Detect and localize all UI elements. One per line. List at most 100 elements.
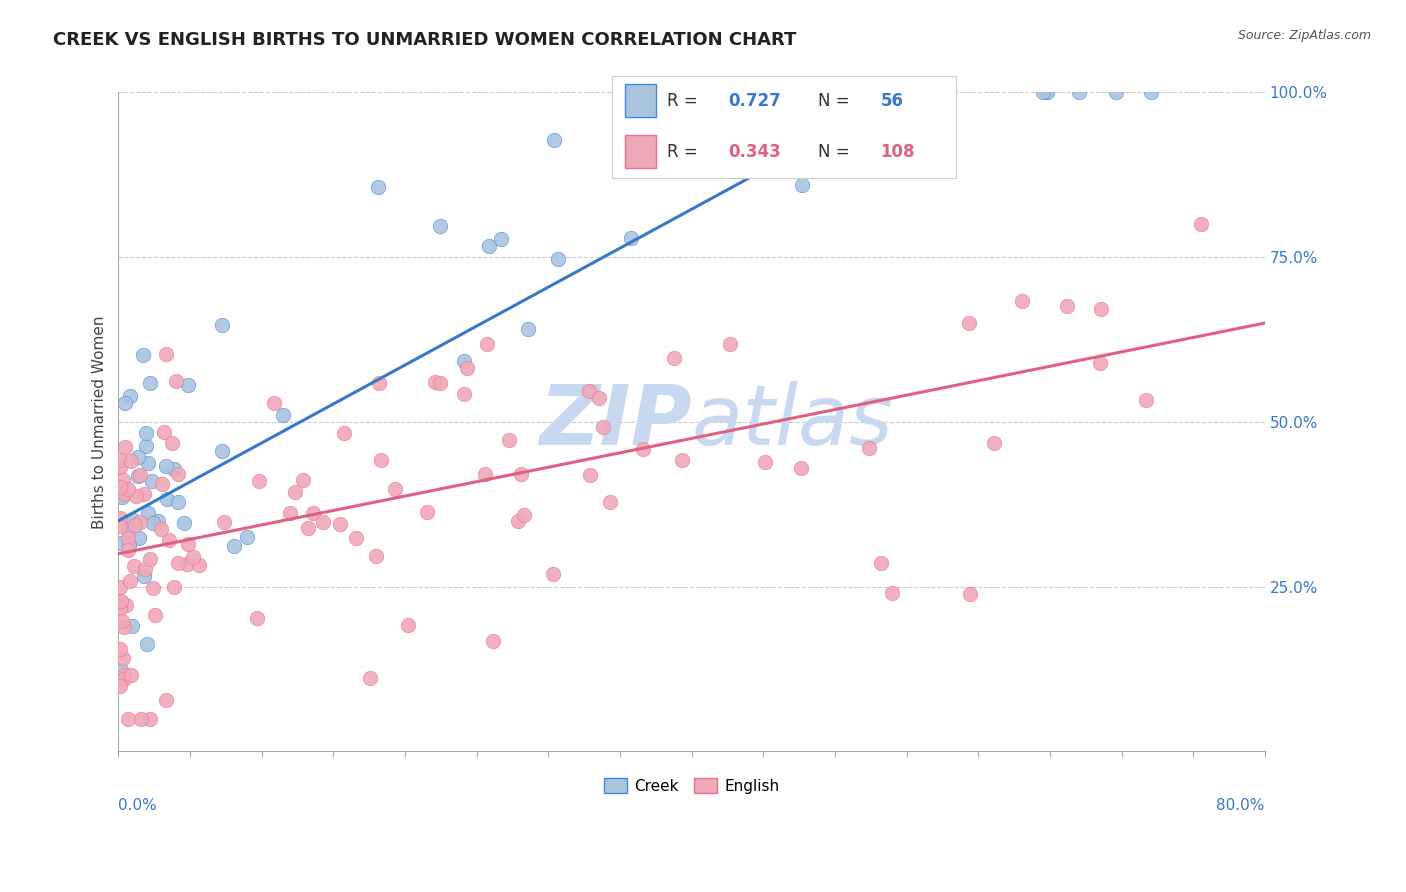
- Point: [599, 495, 621, 509]
- Point: [870, 556, 893, 570]
- Point: [754, 455, 776, 469]
- Point: [114, 396, 136, 410]
- Point: [166, 556, 188, 570]
- Point: [474, 467, 496, 481]
- Point: [111, 536, 134, 550]
- Point: [108, 680, 131, 694]
- Text: R =: R =: [666, 143, 703, 161]
- Point: [117, 542, 139, 557]
- Point: [132, 487, 155, 501]
- Point: [1032, 86, 1054, 100]
- Point: [138, 507, 160, 521]
- Point: [592, 420, 614, 434]
- Point: [222, 540, 245, 554]
- Point: [368, 376, 391, 391]
- Point: [579, 468, 602, 483]
- Point: [284, 484, 307, 499]
- Point: [1056, 299, 1078, 313]
- Point: [128, 467, 150, 482]
- Point: [117, 712, 139, 726]
- Point: [181, 549, 204, 564]
- Point: [1035, 86, 1057, 100]
- Point: [118, 389, 141, 403]
- Text: Source: ZipAtlas.com: Source: ZipAtlas.com: [1237, 29, 1371, 42]
- Text: 0.0%: 0.0%: [118, 797, 157, 813]
- Point: [108, 480, 131, 494]
- FancyBboxPatch shape: [626, 84, 657, 117]
- Point: [117, 482, 139, 496]
- Point: [835, 86, 858, 100]
- Point: [115, 598, 138, 612]
- Point: [510, 467, 533, 481]
- Text: R =: R =: [666, 93, 703, 111]
- Point: [134, 568, 156, 582]
- Point: [747, 147, 769, 161]
- Point: [110, 595, 132, 609]
- Point: [117, 531, 139, 545]
- Point: [112, 668, 135, 682]
- Point: [108, 518, 131, 533]
- Point: [124, 518, 146, 533]
- FancyBboxPatch shape: [626, 136, 657, 168]
- Point: [957, 316, 980, 330]
- Point: [120, 454, 142, 468]
- Point: [112, 672, 135, 686]
- Point: [160, 436, 183, 450]
- Point: [271, 408, 294, 422]
- Point: [112, 620, 135, 634]
- Point: [959, 587, 981, 601]
- Point: [149, 522, 172, 536]
- Point: [675, 131, 697, 145]
- Point: [482, 633, 505, 648]
- Point: [1135, 392, 1157, 407]
- Point: [588, 392, 610, 406]
- Point: [297, 521, 319, 535]
- Point: [135, 426, 157, 441]
- Point: [543, 566, 565, 581]
- Point: [478, 239, 501, 253]
- Point: [453, 387, 475, 401]
- Point: [155, 692, 177, 706]
- Point: [364, 549, 387, 563]
- Point: [176, 557, 198, 571]
- Point: [153, 425, 176, 439]
- Point: [157, 533, 180, 547]
- Point: [429, 376, 451, 390]
- Point: [188, 558, 211, 572]
- Point: [211, 443, 233, 458]
- Point: [547, 252, 569, 266]
- Point: [662, 351, 685, 365]
- Point: [127, 450, 149, 464]
- Point: [135, 439, 157, 453]
- Point: [163, 462, 186, 476]
- Point: [142, 581, 165, 595]
- Point: [983, 436, 1005, 450]
- Text: 80.0%: 80.0%: [1216, 797, 1265, 813]
- Text: N =: N =: [818, 143, 855, 161]
- Legend: Creek, English: Creek, English: [598, 772, 786, 800]
- Point: [578, 384, 600, 398]
- Point: [456, 361, 478, 376]
- Point: [141, 474, 163, 488]
- Point: [155, 347, 177, 361]
- Point: [122, 513, 145, 527]
- Point: [247, 475, 270, 489]
- Point: [118, 574, 141, 588]
- Point: [880, 586, 903, 600]
- Point: [790, 178, 813, 192]
- Point: [173, 516, 195, 531]
- Point: [671, 453, 693, 467]
- Point: [508, 514, 530, 528]
- Point: [720, 336, 742, 351]
- Point: [110, 663, 132, 677]
- Point: [896, 156, 918, 170]
- Point: [108, 601, 131, 615]
- Point: [790, 461, 813, 475]
- Point: [344, 531, 367, 545]
- Point: [112, 487, 135, 501]
- Point: [110, 594, 132, 608]
- Point: [132, 348, 155, 362]
- Point: [1067, 86, 1090, 100]
- Point: [312, 515, 335, 529]
- Point: [214, 515, 236, 529]
